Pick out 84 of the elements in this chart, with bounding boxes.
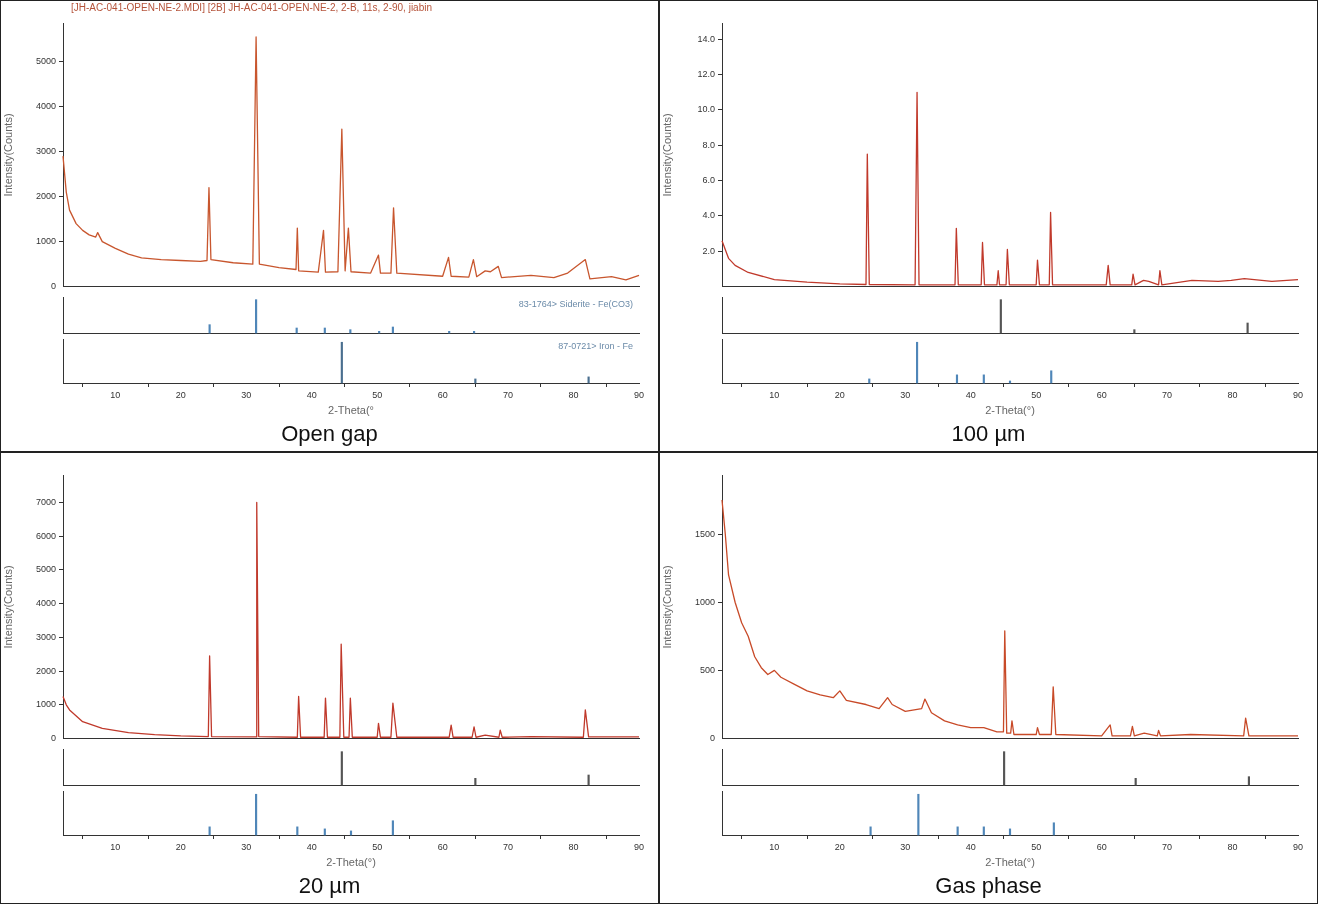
y-axis-title: Intensity(Counts) bbox=[1, 113, 14, 197]
text: Gas phase bbox=[934, 872, 1043, 900]
y-tick-label: 2000 bbox=[35, 665, 56, 676]
x-tick-label: 50 bbox=[372, 841, 383, 852]
x-tick-label: 90 bbox=[1292, 841, 1304, 852]
y-tick-label: 3000 bbox=[35, 146, 56, 157]
x-tick-label: 80 bbox=[1227, 841, 1238, 852]
x-tick-label: 70 bbox=[1162, 841, 1173, 852]
bar bbox=[1052, 822, 1055, 836]
bar bbox=[915, 341, 919, 384]
x-tick-label: 20 bbox=[834, 389, 845, 400]
x-tick-label: 80 bbox=[568, 841, 579, 852]
x-tick-label: 70 bbox=[503, 841, 514, 852]
annotation: 83-1764> Siderite - Fe(CO3) bbox=[518, 298, 633, 309]
x-tick-label: 60 bbox=[1096, 841, 1107, 852]
bar bbox=[255, 793, 258, 836]
y-tick-label: 2000 bbox=[35, 191, 56, 202]
y-tick-label: 1000 bbox=[694, 596, 715, 607]
bar bbox=[1050, 370, 1053, 384]
y-tick-label: 8.0 bbox=[702, 139, 715, 150]
y-tick-label: 10.0 bbox=[697, 104, 715, 115]
x-tick-label: 40 bbox=[306, 389, 317, 400]
x-tick-label: 50 bbox=[1031, 841, 1042, 852]
x-axis-title: 2-Theta(° bbox=[328, 404, 374, 417]
y-tick-label: 14.0 bbox=[697, 33, 715, 44]
x-tick-label: 10 bbox=[110, 841, 121, 852]
x-tick-label: 30 bbox=[900, 389, 911, 400]
x-axis-title: 2-Theta(°) bbox=[985, 404, 1035, 417]
bar bbox=[255, 299, 258, 334]
y-tick-label: 1000 bbox=[35, 236, 56, 247]
x-tick-label: 60 bbox=[437, 389, 448, 400]
x-axis-title: 2-Theta(°) bbox=[985, 856, 1035, 869]
y-tick-label: 6.0 bbox=[702, 175, 715, 186]
y-tick-label: 0 bbox=[709, 733, 715, 744]
x-tick-label: 40 bbox=[965, 841, 976, 852]
x-tick-label: 50 bbox=[372, 389, 383, 400]
text: Open gap bbox=[280, 420, 379, 448]
y-tick-label: 3000 bbox=[35, 631, 56, 642]
text: 100 µm bbox=[950, 420, 1027, 448]
x-tick-label: 30 bbox=[900, 841, 911, 852]
bar bbox=[917, 793, 920, 836]
x-tick-label: 40 bbox=[306, 841, 317, 852]
y-axis-title: Intensity(Counts) bbox=[1, 565, 14, 649]
y-tick-label: 12.0 bbox=[697, 69, 715, 80]
x-tick-label: 60 bbox=[437, 841, 448, 852]
x-tick-label: 90 bbox=[1292, 389, 1304, 400]
x-tick-label: 30 bbox=[241, 389, 252, 400]
x-tick-label: 20 bbox=[834, 841, 845, 852]
y-tick-label: 1000 bbox=[35, 699, 56, 710]
text: 20 µm bbox=[297, 872, 362, 900]
annotation: 87-0721> Iron - Fe bbox=[558, 340, 633, 351]
x-tick-label: 40 bbox=[965, 389, 976, 400]
y-tick-label: 7000 bbox=[35, 496, 56, 507]
y-tick-label: 4.0 bbox=[702, 210, 715, 221]
x-tick-label: 80 bbox=[1227, 389, 1238, 400]
y-tick-label: 0 bbox=[50, 733, 56, 744]
x-tick-label: 30 bbox=[241, 841, 252, 852]
x-axis-title: 2-Theta(°) bbox=[326, 856, 376, 869]
y-tick-label: 6000 bbox=[35, 530, 56, 541]
y-axis-title: Intensity(Counts) bbox=[660, 113, 673, 197]
x-tick-label: 70 bbox=[1162, 389, 1173, 400]
y-tick-label: 4000 bbox=[35, 101, 56, 112]
y-tick-label: 5000 bbox=[35, 56, 56, 67]
y-tick-label: 2.0 bbox=[702, 245, 715, 256]
x-tick-label: 50 bbox=[1031, 389, 1042, 400]
x-tick-label: 10 bbox=[110, 389, 121, 400]
x-tick-label: 70 bbox=[503, 389, 514, 400]
bar bbox=[208, 324, 211, 334]
x-tick-label: 20 bbox=[175, 389, 186, 400]
x-tick-label: 60 bbox=[1096, 389, 1107, 400]
y-tick-label: 500 bbox=[699, 664, 715, 675]
y-tick-label: 0 bbox=[50, 281, 56, 292]
x-tick-label: 10 bbox=[769, 389, 780, 400]
y-tick-label: 4000 bbox=[35, 598, 56, 609]
bar bbox=[391, 820, 394, 836]
chart-subtitle: [JH-AC-041-OPEN-NE-2.MDI] [2B] JH-AC-041-OPEN-NE-2, 2-B, 11s, 2-90, jiabin bbox=[70, 1, 434, 15]
y-tick-label: 5000 bbox=[35, 564, 56, 575]
x-tick-label: 90 bbox=[633, 841, 645, 852]
y-tick-label: 1500 bbox=[694, 528, 715, 539]
x-tick-label: 20 bbox=[175, 841, 186, 852]
x-tick-label: 10 bbox=[769, 841, 780, 852]
x-tick-label: 90 bbox=[633, 389, 645, 400]
x-tick-label: 80 bbox=[568, 389, 579, 400]
y-axis-title: Intensity(Counts) bbox=[660, 565, 673, 649]
